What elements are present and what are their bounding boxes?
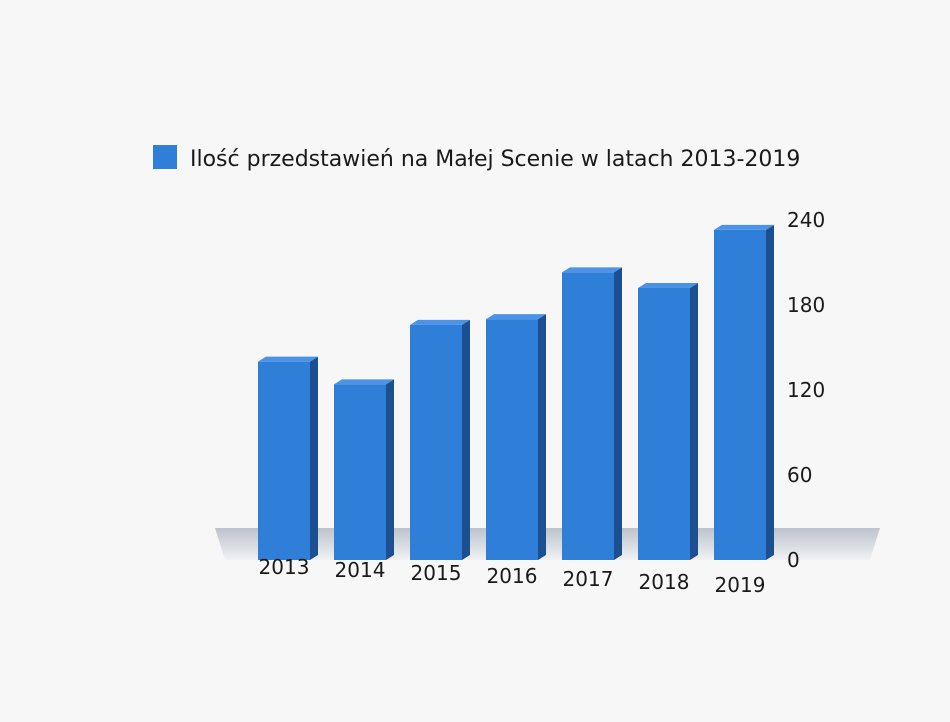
legend: Ilość przedstawień na Małej Scenie w lat… xyxy=(153,145,800,172)
bars xyxy=(258,224,774,560)
bar-top xyxy=(714,224,774,230)
bar-top xyxy=(562,267,622,273)
bar-side xyxy=(310,356,318,560)
x-axis: 2013 2014 2015 2016 2017 2018 2019 xyxy=(259,555,766,597)
bar-side xyxy=(538,314,546,560)
bar-side xyxy=(766,224,774,560)
bar-top xyxy=(334,379,394,385)
bar-2014 xyxy=(334,379,394,560)
bar-side xyxy=(614,267,622,560)
y-tick-label: 120 xyxy=(787,378,825,402)
bar-2018 xyxy=(638,283,698,560)
y-tick-label: 60 xyxy=(787,463,812,487)
legend-label: Ilość przedstawień na Małej Scenie w lat… xyxy=(190,147,800,172)
bar-top xyxy=(410,319,470,325)
bar-side xyxy=(386,379,394,560)
x-tick-label: 2013 xyxy=(259,555,310,579)
bar-side xyxy=(462,319,470,560)
bar-front xyxy=(486,319,538,560)
bar-front xyxy=(334,384,386,560)
y-tick-label: 240 xyxy=(787,208,825,232)
y-tick-label: 180 xyxy=(787,293,825,317)
x-tick-label: 2018 xyxy=(639,570,690,594)
bar-front xyxy=(410,324,462,560)
bar-2019 xyxy=(714,224,774,560)
bar-front xyxy=(638,288,690,560)
x-tick-label: 2015 xyxy=(411,561,462,585)
y-tick-label: 0 xyxy=(787,548,800,572)
bar-front xyxy=(714,229,766,560)
bar-2016 xyxy=(486,314,546,560)
bar-2013 xyxy=(258,356,318,560)
legend-swatch xyxy=(153,145,177,169)
bar-top xyxy=(638,283,698,288)
x-tick-label: 2014 xyxy=(335,558,386,582)
bar-2017 xyxy=(562,267,622,560)
bar-side xyxy=(690,283,698,560)
x-tick-label: 2019 xyxy=(715,573,766,597)
x-tick-label: 2017 xyxy=(563,567,614,591)
bar-2015 xyxy=(410,319,470,560)
y-axis: 0 60 120 180 240 xyxy=(787,208,825,572)
bar-front xyxy=(258,361,310,560)
bar-front xyxy=(562,272,614,560)
bar-top xyxy=(258,356,318,362)
x-tick-label: 2016 xyxy=(487,564,538,588)
bar-top xyxy=(486,314,546,320)
